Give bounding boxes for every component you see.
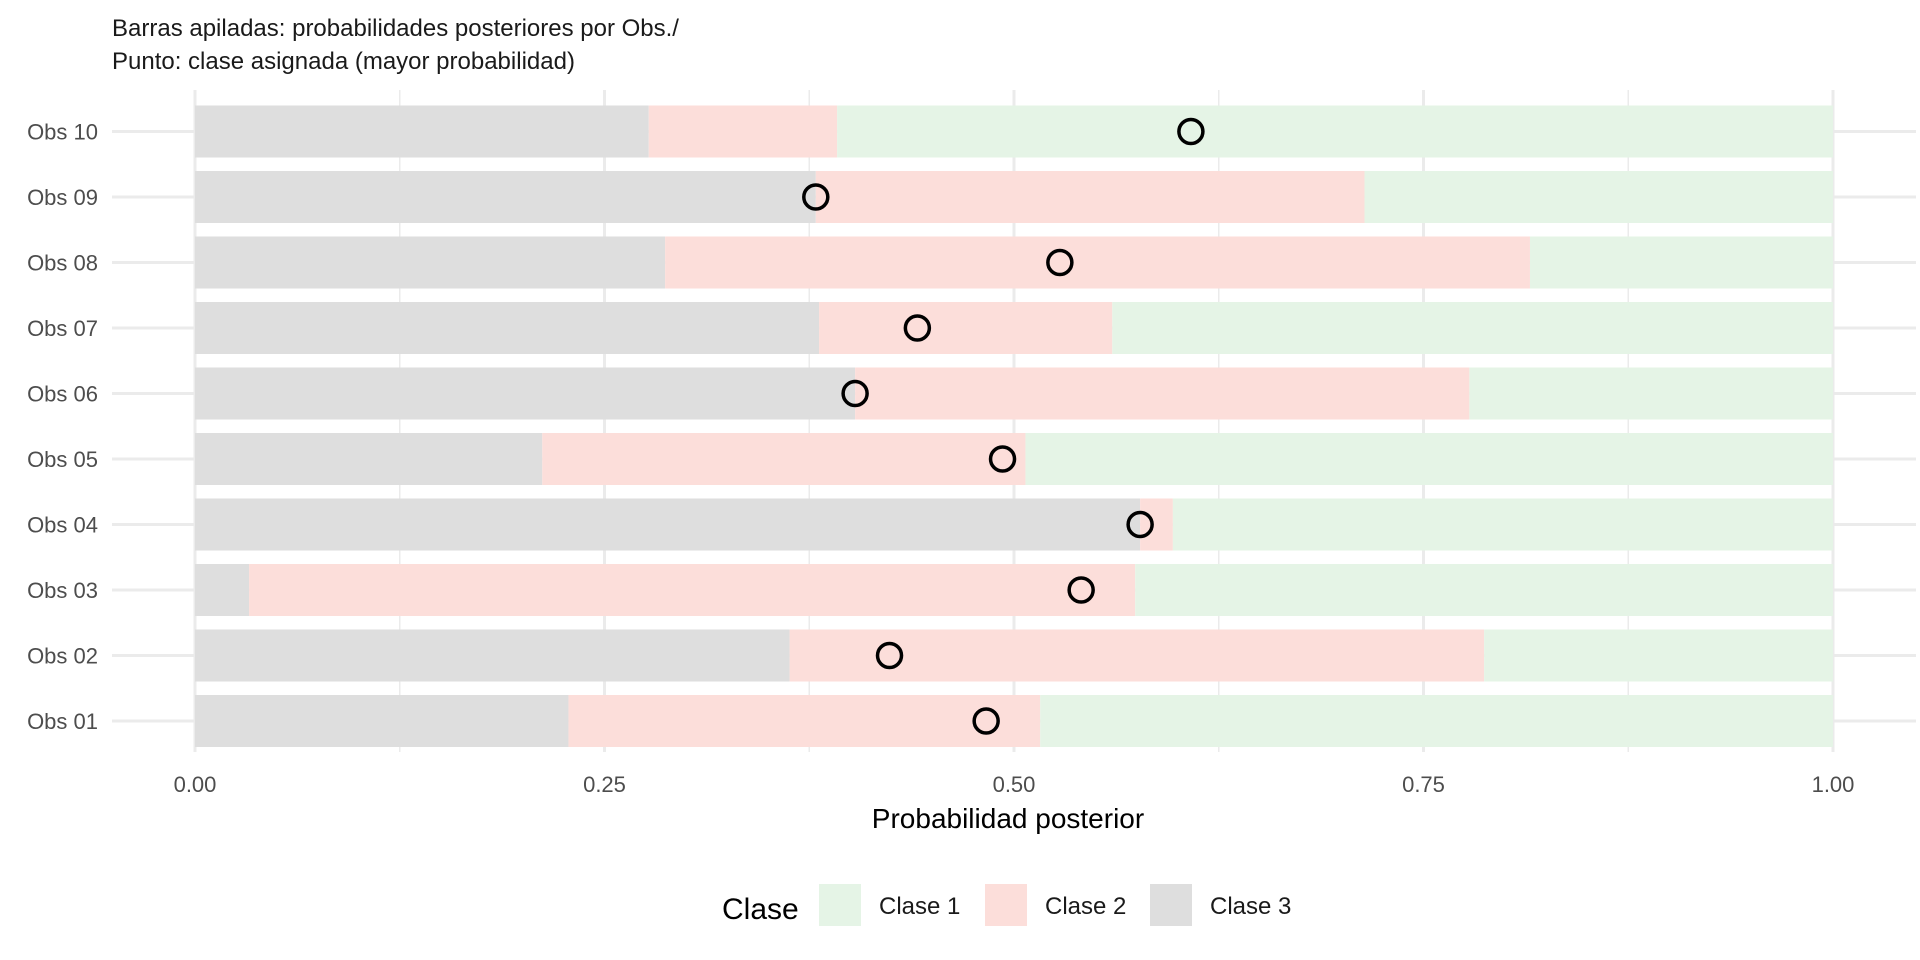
bar-segment-clase-1 <box>837 105 1833 158</box>
assigned-class-point <box>972 707 1000 735</box>
assigned-class-point <box>1046 248 1074 277</box>
legend-item-clase-3: Clase 3 <box>1150 884 1291 926</box>
bar-segment-clase-1 <box>1040 695 1833 747</box>
legend-swatch <box>985 884 1027 926</box>
legend-item-clase-1: Clase 1 <box>819 884 960 926</box>
legend-label: Clase 3 <box>1210 893 1291 920</box>
legend-item-clase-2: Clase 2 <box>985 884 1126 926</box>
x-tick-label: 1.00 <box>1812 772 1855 797</box>
assigned-class-point <box>802 183 830 211</box>
legend-label: Clase 2 <box>1045 893 1126 920</box>
bar-segment-clase-3 <box>195 564 250 616</box>
bar-segment-clase-2 <box>665 236 1530 289</box>
assigned-class-point <box>1067 576 1095 604</box>
bar-segment-clase-3 <box>195 629 790 682</box>
assigned-class-point <box>1126 510 1154 539</box>
y-tick-label: Obs 07 <box>27 316 98 341</box>
chart-subtitle: Barras apiladas: probabilidades posterio… <box>112 15 679 75</box>
y-tick-label: Obs 09 <box>27 185 98 210</box>
assigned-class-point <box>988 445 1017 473</box>
bar-segment-clase-2 <box>568 695 1041 747</box>
x-axis-labels: 0.00 0.25 0.50 0.75 1.00 <box>174 772 1855 797</box>
x-tick-label: 0.25 <box>583 772 626 797</box>
y-tick-label: Obs 03 <box>27 578 98 603</box>
y-tick-label: Obs 01 <box>27 709 98 734</box>
y-tick-label: Obs 06 <box>27 382 98 407</box>
y-tick-label: Obs 05 <box>27 447 98 472</box>
points-layer <box>802 117 1205 735</box>
bars-layer <box>195 105 1833 747</box>
y-tick-label: Obs 02 <box>27 644 98 669</box>
bar-segment-clase-3 <box>195 105 649 158</box>
bar-segment-clase-1 <box>1025 433 1833 485</box>
subtitle-line-1: Barras apiladas: probabilidades posterio… <box>112 15 679 42</box>
bar-segment-clase-2 <box>648 105 838 158</box>
subtitle-line-2: Punto: clase asignada (mayor probabilida… <box>112 48 575 75</box>
y-axis-labels: Obs 01 Obs 02 Obs 03 Obs 04 Obs 05 Obs 06 Obs … <box>27 120 98 735</box>
bar-segment-clase-3 <box>195 433 543 485</box>
legend: Clase Clase 1 Clase 2 Clase 3 <box>722 884 1291 926</box>
y-tick-label: Obs 08 <box>27 251 98 276</box>
bar-segment-clase-3 <box>195 695 569 747</box>
bar-segment-clase-3 <box>195 367 856 420</box>
bar-segment-clase-3 <box>195 171 816 223</box>
bar-segment-clase-1 <box>1469 367 1833 420</box>
legend-swatch <box>1150 884 1192 926</box>
y-tick-label: Obs 10 <box>27 120 98 145</box>
y-tick-label: Obs 04 <box>27 513 98 538</box>
bar-segment-clase-1 <box>1364 171 1833 223</box>
bar-segment-clase-3 <box>195 302 820 354</box>
bar-segment-clase-2 <box>249 564 1136 616</box>
legend-swatch <box>819 884 861 926</box>
bar-segment-clase-3 <box>195 498 1141 551</box>
bar-segment-clase-1 <box>1484 629 1833 682</box>
x-axis-title: Probabilidad posterior <box>872 803 1144 834</box>
bar-segment-clase-2 <box>819 302 1113 354</box>
assigned-class-point <box>1177 117 1205 146</box>
x-tick-label: 0.75 <box>1402 772 1445 797</box>
bar-segment-clase-3 <box>195 236 666 289</box>
bar-segment-clase-2 <box>1140 498 1173 551</box>
bar-segment-clase-1 <box>1112 302 1833 354</box>
assigned-class-point <box>903 314 932 342</box>
x-tick-label: 0.50 <box>993 772 1036 797</box>
bar-segment-clase-2 <box>542 433 1026 485</box>
bar-segment-clase-1 <box>1135 564 1833 616</box>
bar-segment-clase-1 <box>1172 498 1833 551</box>
x-tick-label: 0.00 <box>174 772 217 797</box>
assigned-class-point <box>875 641 904 670</box>
bar-segment-clase-2 <box>855 367 1470 420</box>
bar-segment-clase-2 <box>815 171 1365 223</box>
legend-title: Clase <box>722 893 799 926</box>
assigned-class-point <box>841 379 869 408</box>
bar-segment-clase-2 <box>789 629 1485 682</box>
legend-label: Clase 1 <box>879 893 960 920</box>
bar-segment-clase-1 <box>1529 236 1833 289</box>
